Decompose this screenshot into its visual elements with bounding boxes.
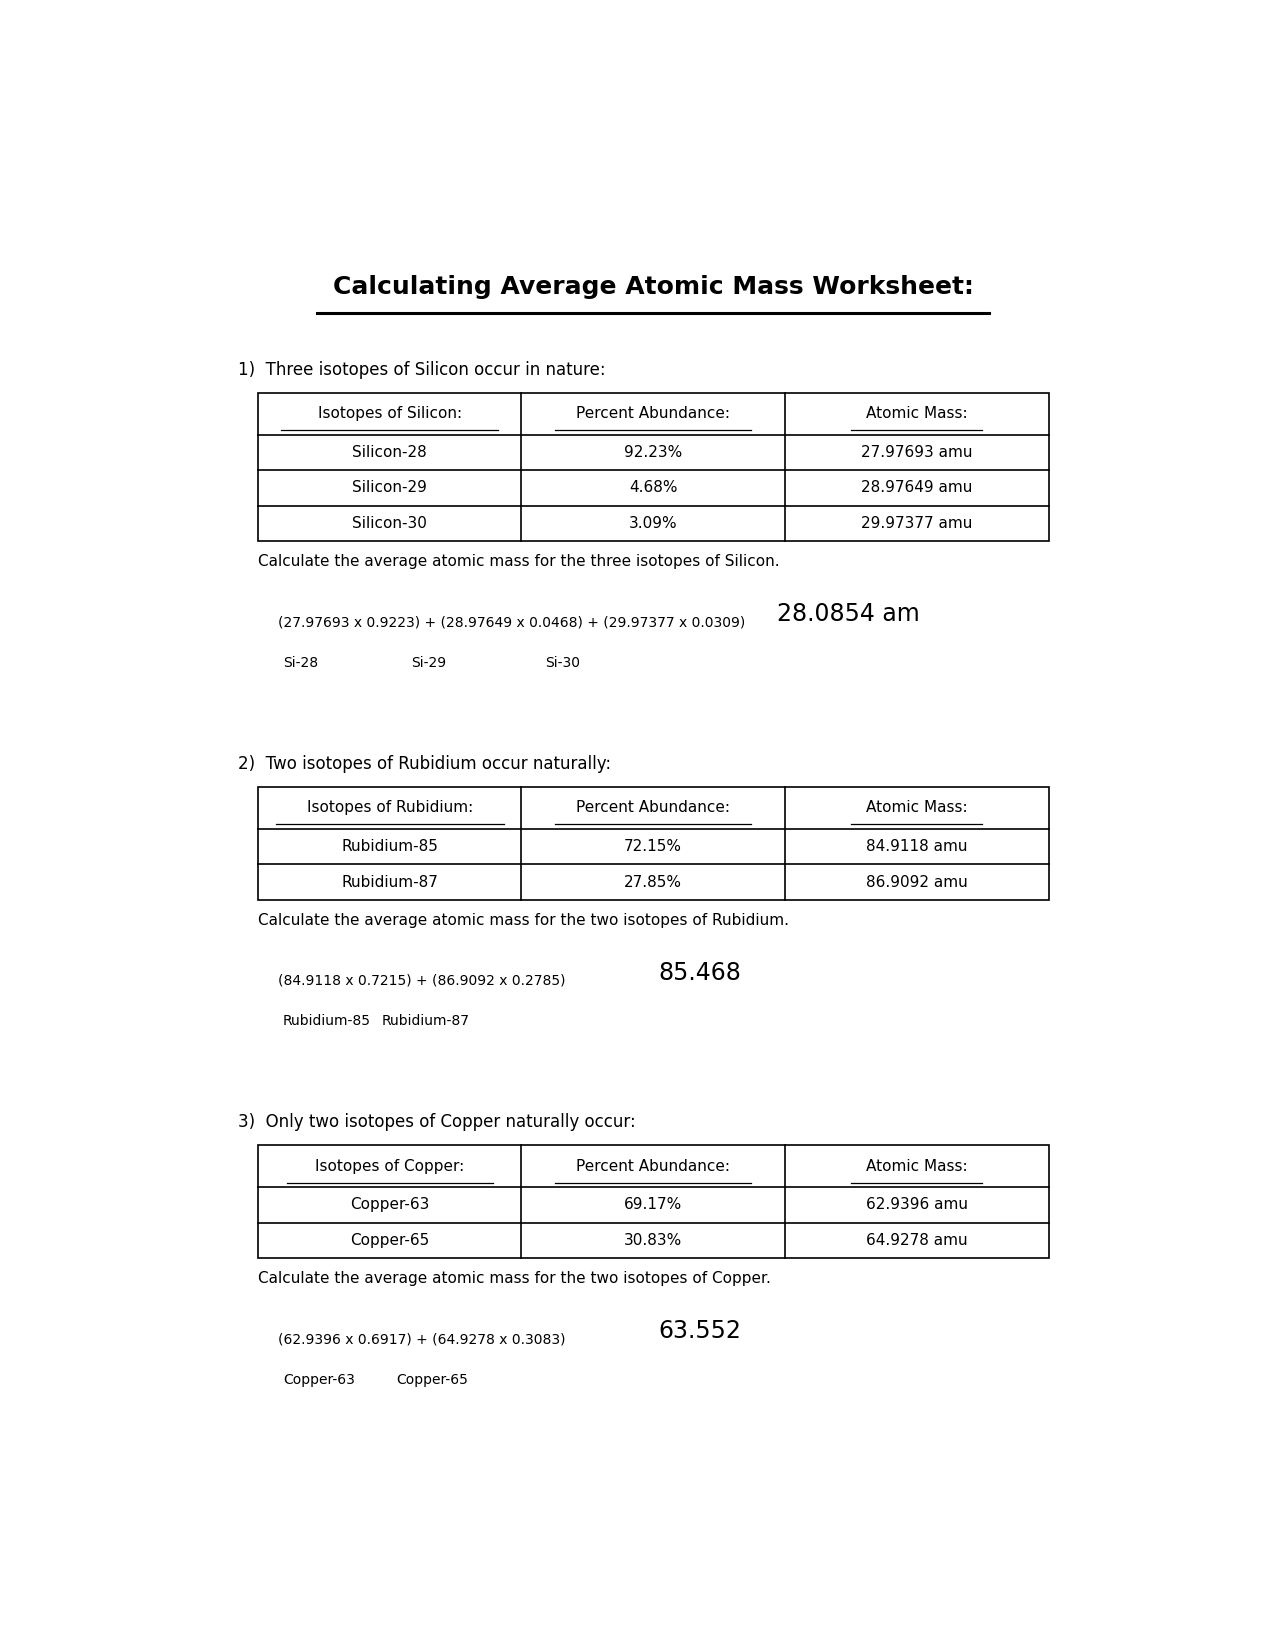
Text: Isotopes of Silicon:: Isotopes of Silicon: xyxy=(317,406,462,421)
Text: 72.15%: 72.15% xyxy=(623,839,682,854)
Text: Silicon-28: Silicon-28 xyxy=(352,444,427,461)
Text: Percent Abundance:: Percent Abundance: xyxy=(576,406,731,421)
Text: 28.97649 amu: 28.97649 amu xyxy=(861,480,973,495)
Text: 3)  Only two isotopes of Copper naturally occur:: 3) Only two isotopes of Copper naturally… xyxy=(238,1113,636,1131)
Text: (84.9118 x 0.7215) + (86.9092 x 0.2785): (84.9118 x 0.7215) + (86.9092 x 0.2785) xyxy=(278,974,565,987)
Text: 63.552: 63.552 xyxy=(658,1319,741,1344)
Text: Calculate the average atomic mass for the three isotopes of Silicon.: Calculate the average atomic mass for th… xyxy=(258,555,780,570)
Bar xyxy=(258,788,1048,900)
Text: Silicon-30: Silicon-30 xyxy=(352,517,427,532)
Text: Copper-63: Copper-63 xyxy=(351,1197,430,1212)
Text: 85.468: 85.468 xyxy=(658,961,741,986)
Text: 30.83%: 30.83% xyxy=(623,1233,682,1248)
Text: 92.23%: 92.23% xyxy=(623,444,682,461)
Text: Si-28: Si-28 xyxy=(283,655,317,670)
Text: Copper-65: Copper-65 xyxy=(397,1372,468,1387)
Text: 27.85%: 27.85% xyxy=(623,875,682,890)
Text: 2)  Two isotopes of Rubidium occur naturally:: 2) Two isotopes of Rubidium occur natura… xyxy=(238,755,612,773)
Bar xyxy=(258,1146,1048,1258)
Text: Rubidium-85: Rubidium-85 xyxy=(342,839,439,854)
Text: Si-29: Si-29 xyxy=(412,655,446,670)
Text: Atomic Mass:: Atomic Mass: xyxy=(866,406,968,421)
Text: Silicon-29: Silicon-29 xyxy=(352,480,427,495)
Text: 69.17%: 69.17% xyxy=(623,1197,682,1212)
Text: 27.97693 amu: 27.97693 amu xyxy=(861,444,973,461)
Text: Atomic Mass:: Atomic Mass: xyxy=(866,1159,968,1174)
Text: Rubidium-87: Rubidium-87 xyxy=(342,875,439,890)
Text: Copper-63: Copper-63 xyxy=(283,1372,354,1387)
Text: 86.9092 amu: 86.9092 amu xyxy=(866,875,968,890)
Text: Calculate the average atomic mass for the two isotopes of Copper.: Calculate the average atomic mass for th… xyxy=(258,1271,771,1286)
Text: 4.68%: 4.68% xyxy=(629,480,677,495)
Text: Percent Abundance:: Percent Abundance: xyxy=(576,801,731,816)
Text: 28.0854 am: 28.0854 am xyxy=(776,603,919,626)
Text: Atomic Mass:: Atomic Mass: xyxy=(866,801,968,816)
Text: 84.9118 amu: 84.9118 amu xyxy=(866,839,968,854)
Text: Si-30: Si-30 xyxy=(544,655,580,670)
Bar xyxy=(258,393,1048,542)
Text: Isotopes of Copper:: Isotopes of Copper: xyxy=(315,1159,464,1174)
Text: (62.9396 x 0.6917) + (64.9278 x 0.3083): (62.9396 x 0.6917) + (64.9278 x 0.3083) xyxy=(278,1332,565,1346)
Text: Calculate the average atomic mass for the two isotopes of Rubidium.: Calculate the average atomic mass for th… xyxy=(258,913,789,928)
Text: 3.09%: 3.09% xyxy=(629,517,677,532)
Text: (27.97693 x 0.9223) + (28.97649 x 0.0468) + (29.97377 x 0.0309): (27.97693 x 0.9223) + (28.97649 x 0.0468… xyxy=(278,616,745,629)
Text: 64.9278 amu: 64.9278 amu xyxy=(866,1233,968,1248)
Text: Percent Abundance:: Percent Abundance: xyxy=(576,1159,731,1174)
Text: Rubidium-87: Rubidium-87 xyxy=(381,1014,469,1029)
Text: Calculating Average Atomic Mass Worksheet:: Calculating Average Atomic Mass Workshee… xyxy=(333,276,974,299)
Text: 29.97377 amu: 29.97377 amu xyxy=(861,517,973,532)
Text: Copper-65: Copper-65 xyxy=(351,1233,430,1248)
Text: 62.9396 amu: 62.9396 amu xyxy=(866,1197,968,1212)
Text: 1)  Three isotopes of Silicon occur in nature:: 1) Three isotopes of Silicon occur in na… xyxy=(238,360,606,378)
Text: Isotopes of Rubidium:: Isotopes of Rubidium: xyxy=(307,801,473,816)
Text: Rubidium-85: Rubidium-85 xyxy=(283,1014,371,1029)
